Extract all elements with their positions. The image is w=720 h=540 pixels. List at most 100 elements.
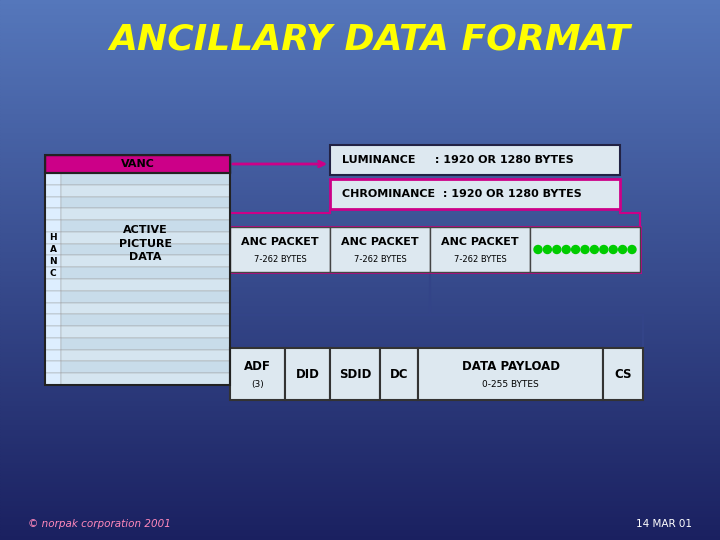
Bar [0, 176, 720, 178]
Text: 7-262 BYTES: 7-262 BYTES [253, 255, 307, 264]
Bar [0, 230, 720, 232]
Bar [0, 400, 720, 402]
Bar [0, 316, 720, 319]
Bar [45, 314, 61, 326]
Bar [0, 421, 720, 424]
Bar [0, 459, 720, 462]
Text: ANC PACKET: ANC PACKET [341, 237, 419, 247]
Bar [0, 335, 720, 338]
Bar [0, 470, 720, 472]
Bar [61, 350, 230, 361]
Bar [0, 173, 720, 176]
Bar [61, 361, 230, 373]
Bar [0, 281, 720, 284]
Bar [0, 3, 720, 5]
Bar [0, 68, 720, 70]
Text: 0-255 BYTES: 0-255 BYTES [482, 380, 539, 389]
Bar [0, 521, 720, 524]
Text: CHROMINANCE  : 1920 OR 1280 BYTES: CHROMINANCE : 1920 OR 1280 BYTES [342, 189, 582, 199]
Bar [0, 113, 720, 116]
Bar [0, 219, 720, 221]
Bar [0, 5, 720, 8]
Bar [0, 429, 720, 432]
Bar [0, 262, 720, 265]
Bar [45, 173, 61, 185]
Bar [0, 389, 720, 392]
Bar [0, 351, 720, 354]
Bar [0, 97, 720, 100]
Bar [61, 291, 230, 302]
Bar [0, 346, 720, 348]
Text: LUMINANCE     : 1920 OR 1280 BYTES: LUMINANCE : 1920 OR 1280 BYTES [342, 155, 574, 165]
Bar [0, 27, 720, 30]
Bar [430, 227, 530, 272]
Bar [45, 173, 230, 385]
Bar [61, 326, 230, 338]
Bar [0, 143, 720, 146]
Text: © norpak corporation 2001: © norpak corporation 2001 [28, 519, 171, 529]
Bar [0, 381, 720, 383]
Bar [0, 132, 720, 135]
Bar [0, 294, 720, 297]
Bar [0, 30, 720, 32]
Bar [45, 326, 61, 338]
Bar [0, 340, 720, 343]
Bar [0, 192, 720, 194]
Bar [0, 238, 720, 240]
Bar [0, 383, 720, 386]
Bar [0, 313, 720, 316]
Bar [0, 410, 720, 413]
Bar [418, 348, 603, 400]
Bar [0, 259, 720, 262]
Bar [45, 373, 61, 385]
Bar [0, 529, 720, 532]
Bar [230, 348, 285, 400]
Bar [230, 227, 640, 272]
Circle shape [618, 246, 626, 253]
Bar [0, 211, 720, 213]
Text: A: A [50, 245, 56, 254]
Bar [0, 154, 720, 157]
Bar [0, 524, 720, 526]
Bar [0, 32, 720, 35]
Bar [0, 321, 720, 324]
Bar [0, 108, 720, 111]
Bar [0, 497, 720, 500]
Bar [0, 427, 720, 429]
Bar [0, 78, 720, 81]
Bar [45, 220, 61, 232]
Bar [0, 292, 720, 294]
Bar [0, 286, 720, 289]
Circle shape [600, 246, 608, 253]
Bar [603, 348, 643, 400]
Bar [0, 51, 720, 54]
Bar [0, 84, 720, 86]
Bar [0, 413, 720, 416]
Text: 14 MAR 01: 14 MAR 01 [636, 519, 692, 529]
Bar [0, 16, 720, 19]
Bar [0, 324, 720, 327]
Bar [0, 437, 720, 440]
Bar [0, 343, 720, 346]
Bar [0, 451, 720, 454]
Bar [0, 478, 720, 481]
Bar [0, 194, 720, 197]
Bar [0, 464, 720, 467]
Circle shape [544, 246, 552, 253]
Bar [0, 486, 720, 489]
Bar [0, 105, 720, 108]
Bar [0, 162, 720, 165]
Bar [0, 92, 720, 94]
Bar [0, 418, 720, 421]
Bar [230, 227, 330, 272]
Bar [0, 300, 720, 302]
Bar [0, 146, 720, 148]
Bar [0, 284, 720, 286]
Bar [0, 73, 720, 76]
Bar [0, 243, 720, 246]
Bar [0, 232, 720, 235]
Bar [0, 338, 720, 340]
Bar [0, 448, 720, 451]
Bar [0, 200, 720, 202]
Bar [0, 392, 720, 394]
